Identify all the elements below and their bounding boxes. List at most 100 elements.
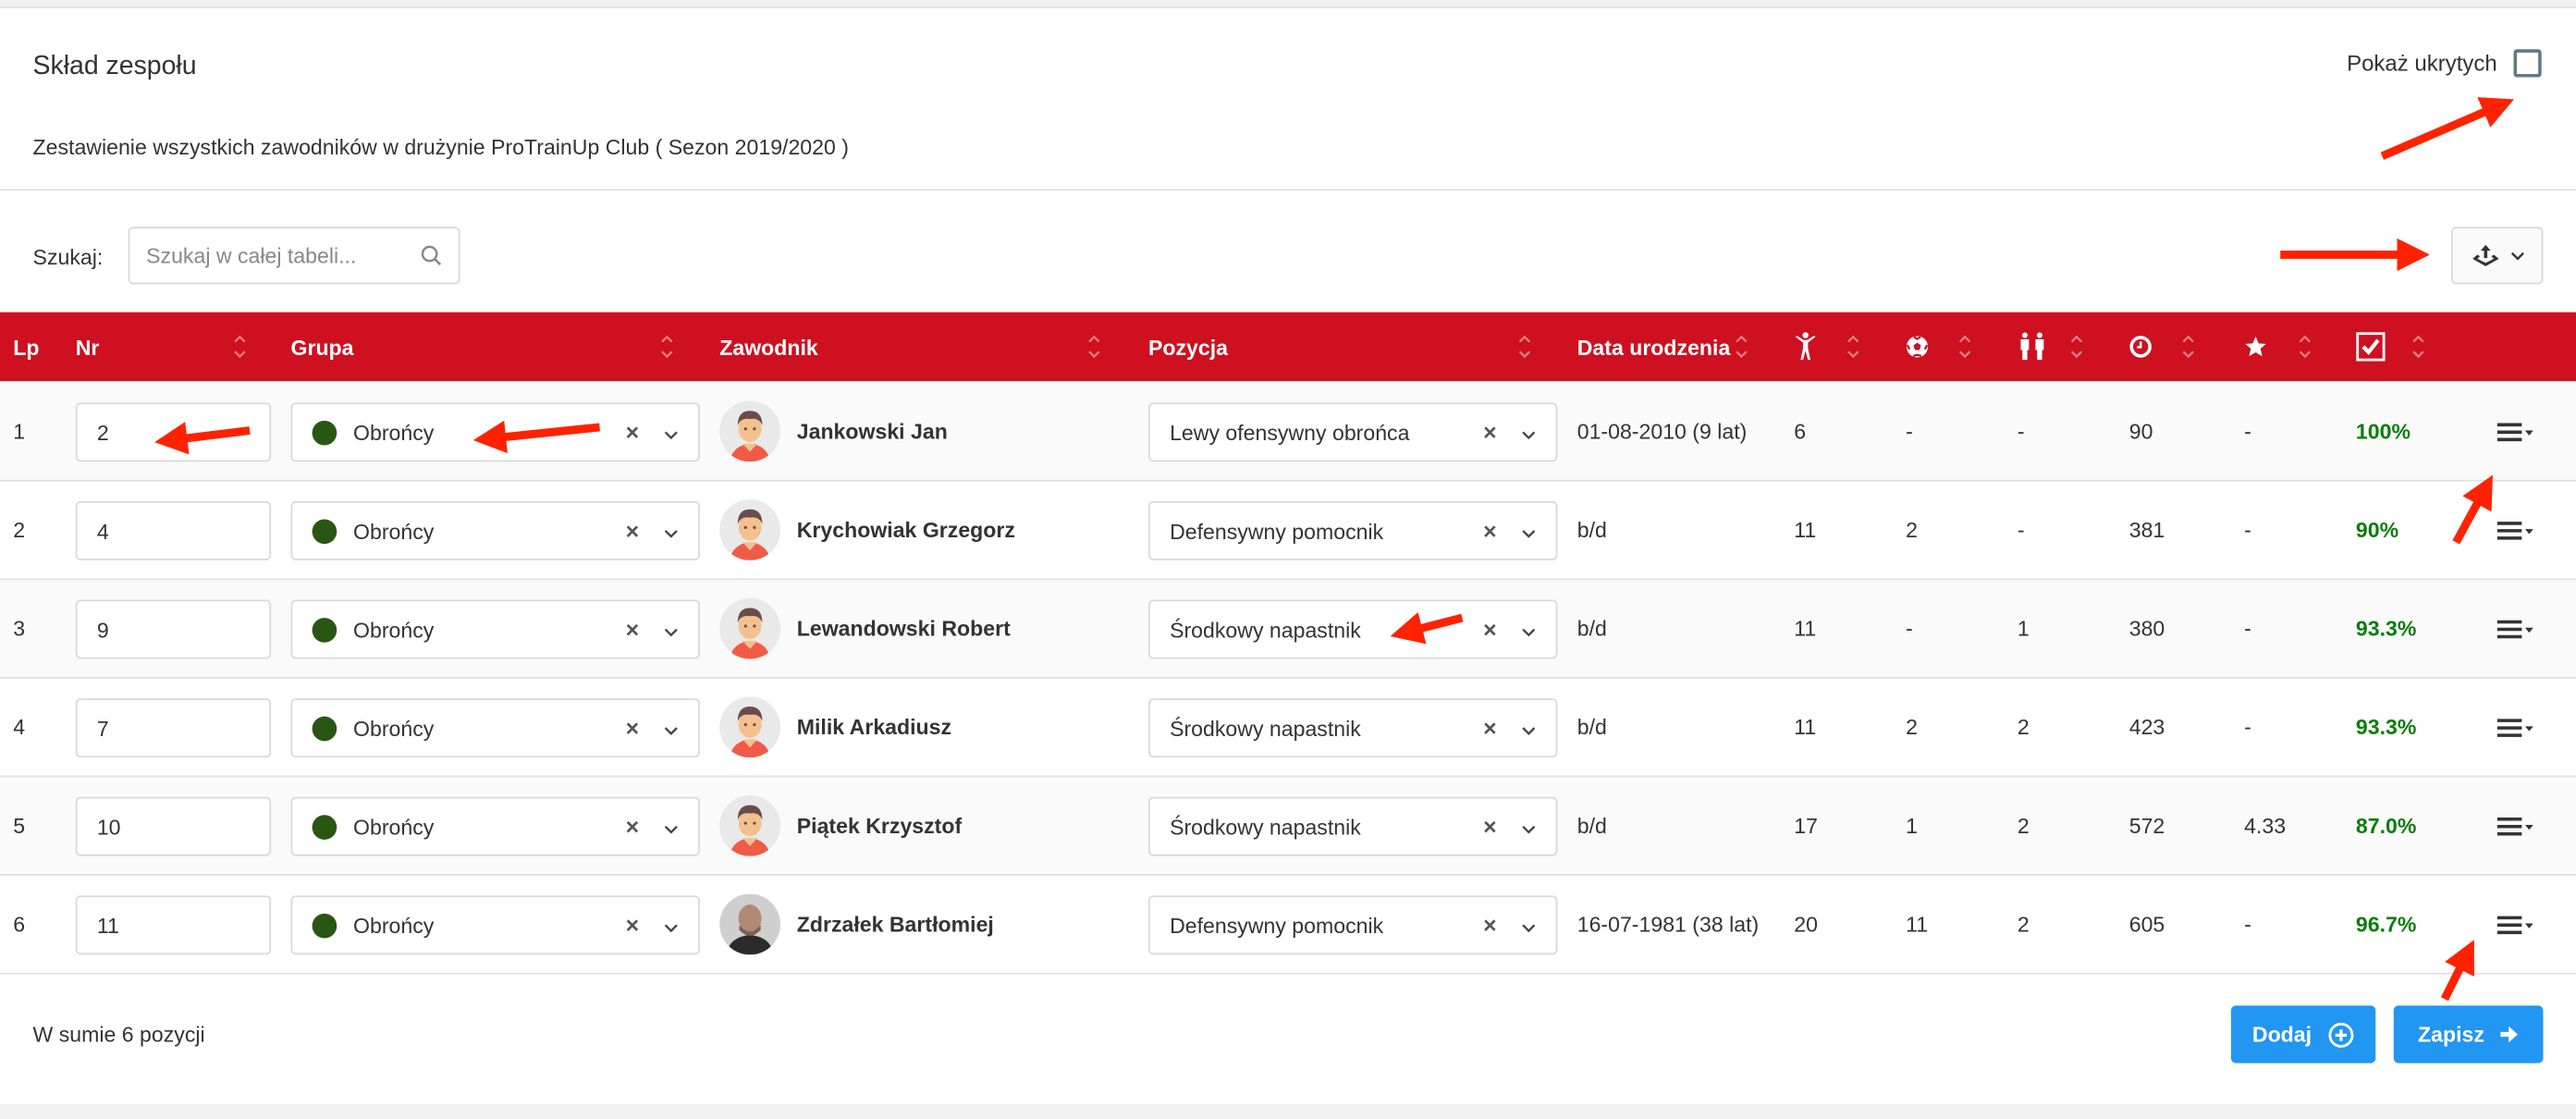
player-name[interactable]: Zdrzałek Bartłomiej (796, 912, 994, 937)
group-value: Obrońcy (353, 814, 435, 840)
clear-icon[interactable]: × (625, 616, 640, 643)
row-number: 4 (13, 714, 26, 740)
shirt-number-input[interactable]: 4 (75, 500, 272, 560)
clear-icon[interactable]: × (1483, 813, 1497, 840)
player-name[interactable]: Krychowiak Grzegorz (796, 517, 1015, 543)
clear-icon[interactable]: × (625, 813, 640, 840)
row-menu-button[interactable] (2496, 580, 2537, 677)
group-select[interactable]: Obrońcy × (290, 895, 700, 955)
clear-icon[interactable]: × (1483, 714, 1497, 742)
clear-icon[interactable]: × (625, 419, 640, 446)
row-menu-button[interactable] (2496, 482, 2537, 579)
position-select[interactable]: Lewy ofensywny obrońca × (1147, 402, 1558, 462)
rating: - (2244, 714, 2251, 740)
group-color-dot (312, 617, 337, 642)
row-menu-button[interactable] (2496, 876, 2537, 973)
position-select[interactable]: Defensywny pomocnik × (1147, 500, 1558, 560)
chevron-down-icon[interactable] (664, 519, 679, 544)
shirt-number-input[interactable]: 11 (75, 895, 272, 955)
show-hidden-checkbox[interactable] (2513, 49, 2542, 78)
clear-icon[interactable]: × (1483, 616, 1497, 643)
two-people-icon (2018, 313, 2047, 382)
position-select[interactable]: Środkowy napastnik × (1147, 796, 1558, 856)
sort-icon[interactable] (658, 332, 675, 362)
show-hidden-toggle[interactable]: Pokaż ukrytych (2347, 49, 2542, 78)
chevron-down-icon[interactable] (664, 717, 679, 742)
player-avatar (719, 893, 780, 955)
goals: - (1906, 419, 1913, 444)
chevron-down-icon[interactable] (1521, 618, 1536, 643)
clear-icon[interactable]: × (625, 714, 640, 742)
chevron-down-icon[interactable] (664, 815, 679, 840)
clear-icon[interactable]: × (1483, 517, 1497, 545)
chevron-down-icon[interactable] (664, 421, 679, 446)
player-name[interactable]: Piątek Krzysztof (796, 813, 963, 839)
clear-icon[interactable]: × (625, 517, 640, 545)
group-select[interactable]: Obrońcy × (290, 599, 700, 659)
player-name[interactable]: Lewandowski Robert (796, 616, 1011, 641)
sort-icon[interactable] (1845, 332, 1861, 362)
group-select[interactable]: Obrońcy × (290, 698, 700, 758)
annotation-arrow (1390, 611, 1464, 645)
search-input[interactable]: Szukaj w całej tabeli... (128, 227, 460, 285)
shirt-number-input[interactable]: 9 (75, 599, 272, 659)
shirt-number-input[interactable]: 7 (75, 698, 272, 758)
minutes: 572 (2128, 813, 2165, 839)
appearances: 11 (1794, 714, 1817, 740)
player-avatar (719, 499, 780, 560)
group-value: Obrońcy (353, 419, 435, 445)
row-menu-button[interactable] (2496, 383, 2537, 480)
row-menu-button[interactable] (2496, 679, 2537, 776)
chevron-down-icon[interactable] (664, 618, 679, 643)
player-name[interactable]: Jankowski Jan (796, 419, 948, 444)
clear-icon[interactable]: × (1483, 419, 1497, 446)
sort-icon[interactable] (2068, 332, 2085, 362)
rating: - (2244, 912, 2251, 937)
sort-icon[interactable] (2180, 332, 2197, 362)
chevron-down-icon[interactable] (1521, 717, 1536, 742)
rating: 4.33 (2244, 813, 2287, 839)
column-header-data: Data urodzenia (1576, 334, 1731, 360)
row-menu-button[interactable] (2496, 777, 2537, 874)
add-button[interactable]: Dodaj (2230, 1005, 2376, 1064)
sort-icon[interactable] (1516, 332, 1533, 362)
goals: - (1906, 616, 1913, 641)
total-count: W sumie 6 pozycji (32, 1022, 205, 1047)
team-stat: 2 (2017, 714, 2030, 740)
sort-icon[interactable] (1957, 332, 1973, 362)
annotation-arrow (154, 422, 251, 455)
sort-icon[interactable] (1086, 332, 1102, 362)
clear-icon[interactable]: × (625, 912, 640, 939)
chevron-down-icon[interactable] (1521, 815, 1536, 840)
group-select[interactable]: Obrońcy × (290, 500, 700, 560)
chevron-down-icon[interactable] (1521, 519, 1536, 544)
annotation-arrow (2440, 940, 2474, 1002)
export-button[interactable] (2450, 227, 2544, 285)
sort-icon[interactable] (2297, 332, 2313, 362)
position-value: Defensywny pomocnik (1170, 913, 1384, 938)
player-avatar (719, 696, 780, 758)
shirt-number-input[interactable]: 10 (75, 796, 272, 856)
team-stat: 2 (2017, 912, 2030, 937)
position-select[interactable]: Defensywny pomocnik × (1147, 895, 1558, 955)
add-label: Dodaj (2251, 1022, 2312, 1047)
group-value: Obrońcy (353, 617, 435, 642)
sort-icon[interactable] (232, 332, 249, 362)
sort-icon[interactable] (2410, 332, 2427, 362)
sort-icon[interactable] (1734, 332, 1750, 362)
position-value: Lewy ofensywny obrońca (1170, 419, 1410, 445)
position-select[interactable]: Środkowy napastnik × (1147, 599, 1558, 659)
table-row: 1 2 Obrońcy × Jankowski Jan Lewy ofensywn… (0, 382, 2576, 482)
save-button[interactable]: Zapisz (2393, 1005, 2544, 1064)
player-name[interactable]: Milik Arkadiusz (796, 714, 952, 740)
group-select[interactable]: Obrońcy × (290, 796, 700, 856)
clear-icon[interactable]: × (1483, 912, 1497, 939)
goals: 11 (1906, 912, 1929, 937)
attendance-percent: 90% (2355, 517, 2399, 543)
chevron-down-icon[interactable] (664, 914, 679, 939)
goals: 2 (1906, 714, 1918, 740)
team-stat: - (2017, 419, 2025, 444)
chevron-down-icon[interactable] (1521, 421, 1536, 446)
chevron-down-icon[interactable] (1521, 914, 1536, 939)
position-select[interactable]: Środkowy napastnik × (1147, 698, 1558, 758)
